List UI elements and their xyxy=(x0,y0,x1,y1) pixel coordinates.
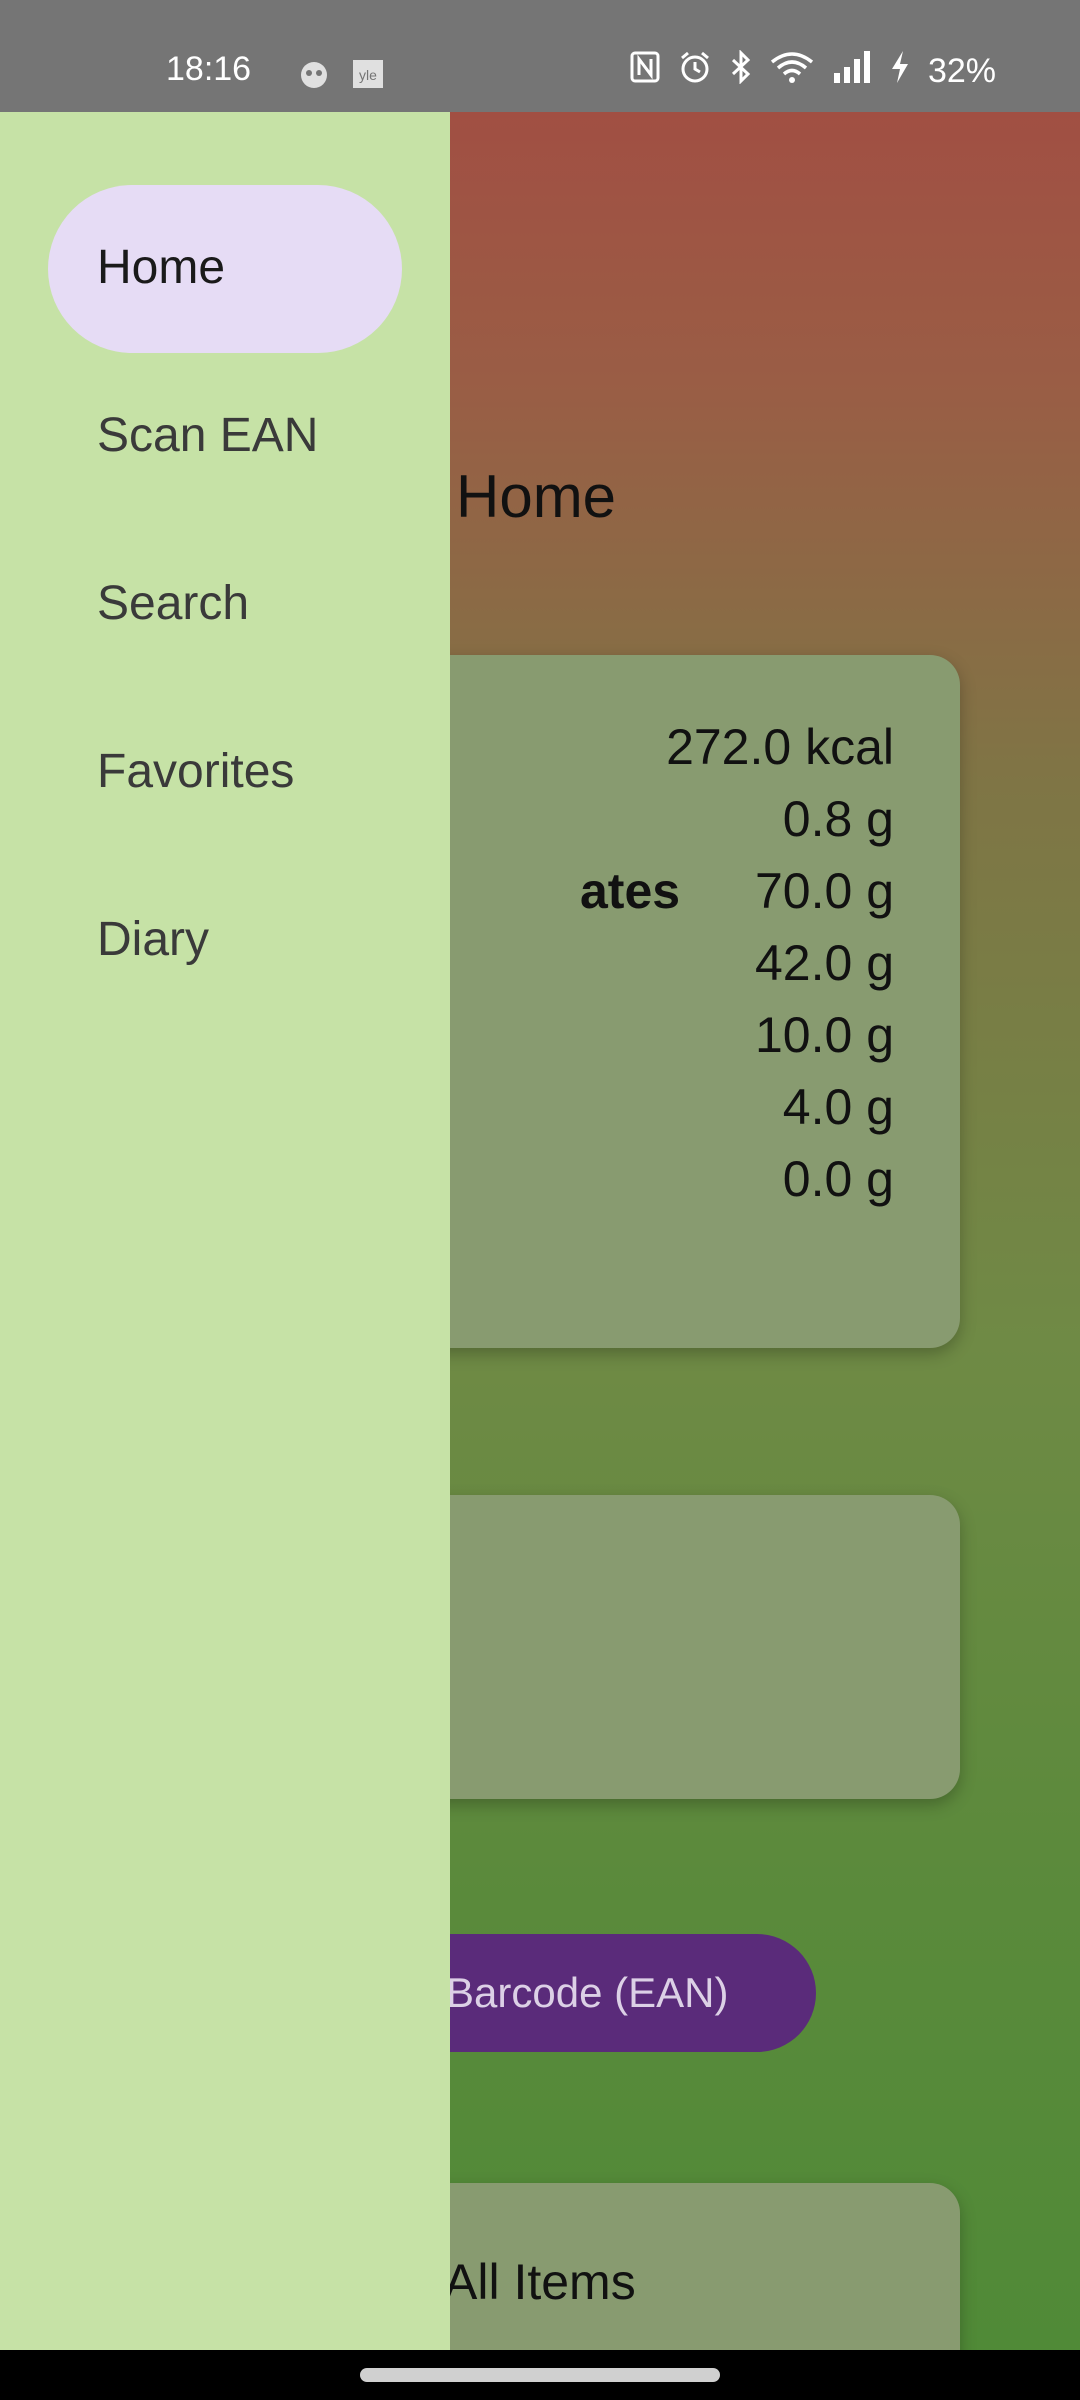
nutrition-value: 4.0 g xyxy=(782,1079,894,1135)
drawer-item-favorites[interactable]: Favorites xyxy=(48,689,402,857)
drawer-item-diary[interactable]: Diary xyxy=(48,857,402,1025)
drawer-item-label: Favorites xyxy=(97,745,295,798)
drawer-item-label: Home xyxy=(97,241,226,294)
charging-icon xyxy=(890,50,910,93)
scan-barcode-button[interactable]: Barcode (EAN) xyxy=(380,1934,816,2052)
nfc-icon xyxy=(630,51,660,92)
alarm-icon xyxy=(678,50,712,93)
signal-icon xyxy=(832,51,872,92)
notification-icon xyxy=(298,58,330,90)
page-title: Home xyxy=(456,463,617,530)
nutrition-value: 0.8 g xyxy=(782,791,894,847)
nutrition-value: 272.0 kcal xyxy=(666,719,894,775)
status-bar: 18:16 yle 32% xyxy=(0,0,1080,112)
status-time: 18:16 xyxy=(166,50,252,88)
drawer-item-label: Scan EAN xyxy=(97,409,319,462)
drawer-item-label: Diary xyxy=(97,913,210,966)
nutrition-value: 70.0 g xyxy=(754,863,894,919)
nutrition-value: 42.0 g xyxy=(754,935,894,991)
drawer-item-home[interactable]: Home xyxy=(48,185,402,353)
system-nav-bar xyxy=(0,2350,1080,2400)
drawer-item-scan-ean[interactable]: Scan EAN xyxy=(48,353,402,521)
nutrition-value: 0.0 g xyxy=(782,1151,894,1207)
status-right: 32% xyxy=(630,49,996,93)
home-indicator[interactable] xyxy=(360,2368,720,2382)
drawer-item-label: Search xyxy=(97,577,250,630)
bluetooth-icon xyxy=(730,49,752,93)
wifi-icon xyxy=(770,50,814,93)
nutrition-label: ates xyxy=(580,863,681,919)
nutrition-value: 10.0 g xyxy=(754,1007,894,1063)
navigation-drawer: Home Scan EAN Search Favorites Diary xyxy=(0,112,450,2350)
all-items-label: All Items xyxy=(444,2254,636,2310)
battery-percent: 32% xyxy=(927,52,996,90)
yle-icon: yle xyxy=(352,58,384,90)
yle-icon-label: yle xyxy=(359,67,377,83)
drawer-item-search[interactable]: Search xyxy=(48,521,402,689)
scan-barcode-label: Barcode (EAN) xyxy=(446,1969,729,2016)
